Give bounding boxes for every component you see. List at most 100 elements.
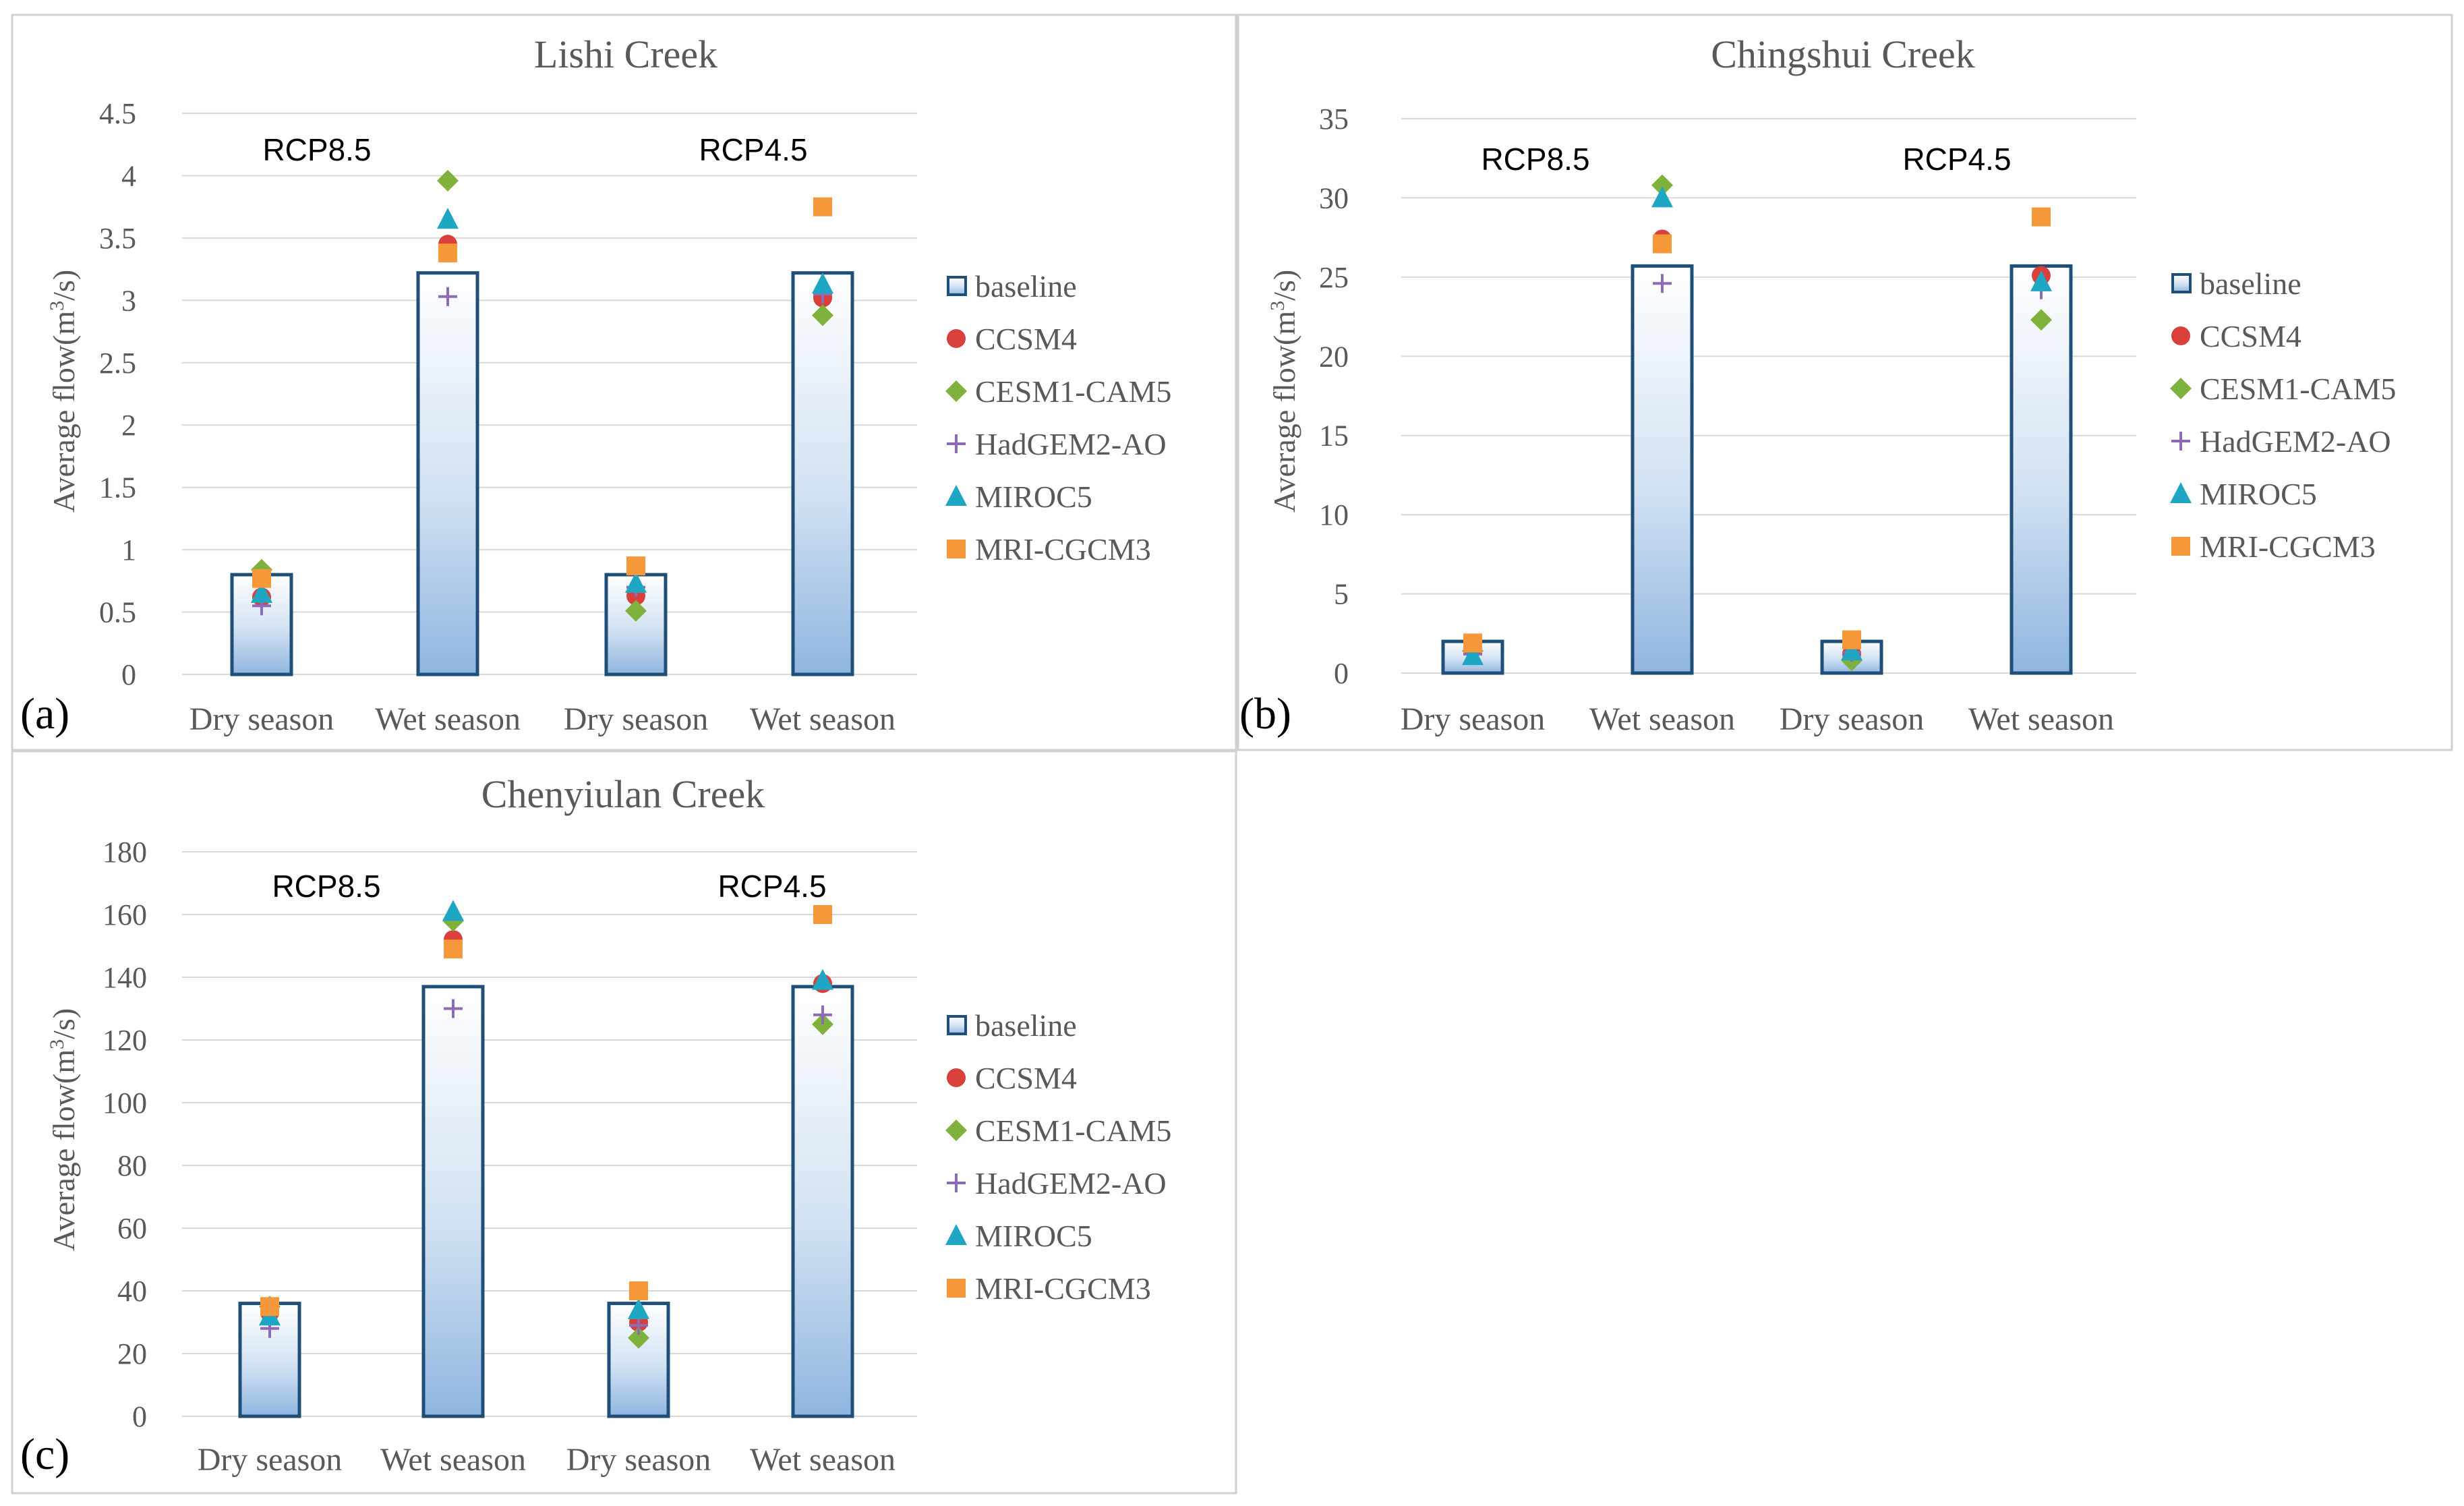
legend-label: MIROC5 (975, 480, 1092, 514)
x-tick-label: Wet season (750, 701, 896, 737)
legend-symbol-hadgem2-ao (947, 1174, 966, 1192)
legend-label: HadGEM2-AO (2200, 424, 2391, 459)
point-cesm1-cam5 (437, 169, 459, 192)
chart-title: Chingshui Creek (1711, 32, 1974, 76)
y-tick-label: 40 (117, 1275, 147, 1308)
point-mri-cgcm3 (1463, 633, 1482, 653)
y-tick-label: 30 (1319, 181, 1349, 214)
legend-label: CESM1-CAM5 (975, 374, 1171, 409)
y-tick-label: 0 (121, 658, 136, 691)
group-label-rcp85: RCP8.5 (272, 869, 380, 904)
y-tick-label: 15 (1319, 419, 1349, 453)
legend-symbol-miroc5 (2170, 482, 2192, 503)
legend-label: CESM1-CAM5 (2200, 372, 2396, 406)
y-tick-label: 20 (1319, 340, 1349, 373)
y-tick-label: 35 (1319, 103, 1349, 136)
point-miroc5 (1651, 186, 1673, 208)
y-tick-label: 0.5 (99, 596, 136, 629)
legend-label: CCSM4 (975, 322, 1077, 356)
legend-symbol-baseline (947, 276, 967, 296)
point-miroc5 (812, 968, 833, 990)
point-miroc5 (1841, 639, 1862, 661)
point-cesm1-cam5 (1651, 174, 1673, 196)
legend-symbol-mri-cgcm3 (947, 540, 966, 558)
legend: baseline CCSM4 CESM1-CAM5 HadGEM2-AO MIROC5 M… (945, 269, 1171, 567)
y-axis-label: Average flow(m3/s) (1266, 270, 1302, 513)
point-hadgem2-ao (1653, 274, 1672, 293)
legend-symbol-miroc5 (945, 485, 967, 506)
legend-label: CESM1-CAM5 (975, 1113, 1171, 1148)
legend-symbol-miroc5 (945, 1224, 967, 1245)
y-axis-label: Average flow(m3/s) (46, 1008, 82, 1251)
plot-area: 0 20 40 60 80 100 120 140 160 180 Dry season Wet se… (102, 836, 917, 1478)
y-tick-label: 1.5 (99, 471, 136, 504)
legend-symbol-ccsm4 (947, 329, 966, 348)
legend-label: MIROC5 (2200, 477, 2317, 511)
legend: baseline CCSM4 CESM1-CAM5 HadGEM2-AO MIROC5 M… (2170, 266, 2396, 564)
bar-baseline (791, 271, 854, 676)
point-miroc5 (1462, 644, 1484, 666)
point-hadgem2-ao (813, 1005, 832, 1024)
panel-chenyiulan: Chenyiulan Creek 0 20 40 60 80 100 120 140 160 18… (11, 750, 1237, 1495)
point-mri-cgcm3 (444, 939, 463, 959)
point-mri-cgcm3 (813, 905, 832, 924)
point-miroc5 (442, 900, 464, 921)
point-mri-cgcm3 (252, 569, 271, 588)
y-tick-label: 25 (1319, 261, 1349, 294)
legend-label: MRI-CGCM3 (2200, 529, 2376, 564)
legend-label: CCSM4 (975, 1061, 1077, 1095)
x-tick-label: Dry season (564, 701, 709, 737)
x-tick-label: Wet season (750, 1442, 896, 1478)
point-cesm1-cam5 (812, 304, 833, 326)
legend-symbol-baseline (947, 1015, 967, 1035)
point-miroc5 (812, 272, 833, 294)
panel-label: (a) (20, 689, 69, 738)
x-tick-label: Dry season (1780, 701, 1925, 737)
bar-baseline (421, 985, 485, 1418)
y-tick-label: 100 (102, 1087, 147, 1120)
panel-label: (c) (20, 1430, 69, 1479)
legend: baseline CCSM4 CESM1-CAM5 HadGEM2-AO MIROC5 M… (945, 1008, 1171, 1306)
y-tick-label: 80 (117, 1149, 147, 1182)
point-mri-cgcm3 (1653, 234, 1672, 254)
bar-baseline (1631, 264, 1694, 675)
legend-label: baseline (975, 269, 1077, 303)
plot-area: 0 0.5 1 1.5 2 2.5 3 3.5 4 4.5 Dry season Wet season… (99, 97, 917, 737)
legend-label: MRI-CGCM3 (975, 532, 1151, 567)
x-tick-label: Dry season (1401, 701, 1546, 737)
x-tick-label: Dry season (566, 1442, 711, 1478)
point-hadgem2-ao (444, 999, 463, 1018)
group-label-rcp85: RCP8.5 (262, 132, 371, 167)
y-tick-label: 180 (102, 836, 147, 869)
legend-label: CCSM4 (2200, 319, 2301, 353)
bar-baseline (2010, 264, 2073, 675)
legend-symbol-hadgem2-ao (2171, 432, 2190, 451)
x-tick-label: Wet season (380, 1442, 526, 1478)
legend-symbol-mri-cgcm3 (2171, 537, 2190, 556)
y-axis-label: Average flow(m3/s) (46, 270, 82, 513)
group-label-rcp45: RCP4.5 (717, 869, 826, 904)
point-cesm1-cam5 (625, 600, 647, 622)
y-tick-label: 10 (1319, 498, 1349, 531)
y-tick-label: 140 (102, 961, 147, 994)
plot-area: 0 5 10 15 20 25 30 35 Dry season Wet season Dry se… (1319, 103, 2136, 737)
panel-frame (1237, 13, 2453, 751)
legend-label: baseline (2200, 266, 2301, 301)
panel-label: (b) (1239, 689, 1291, 738)
point-miroc5 (625, 572, 647, 593)
point-hadgem2-ao (438, 287, 457, 306)
point-cesm1-cam5 (628, 1327, 649, 1349)
group-label-rcp85: RCP8.5 (1481, 142, 1589, 177)
legend-label: HadGEM2-AO (975, 427, 1167, 461)
y-tick-label: 60 (117, 1212, 147, 1245)
point-mri-cgcm3 (629, 1281, 648, 1300)
y-tick-label: 2.5 (99, 347, 136, 380)
legend-symbol-mri-cgcm3 (947, 1279, 966, 1298)
y-tick-label: 3 (121, 284, 136, 317)
legend-label: MIROC5 (975, 1219, 1092, 1253)
point-miroc5 (628, 1298, 649, 1319)
bar-baseline (791, 985, 854, 1418)
legend-symbol-ccsm4 (947, 1068, 966, 1087)
y-tick-label: 0 (132, 1400, 147, 1433)
legend-label: HadGEM2-AO (975, 1166, 1167, 1200)
